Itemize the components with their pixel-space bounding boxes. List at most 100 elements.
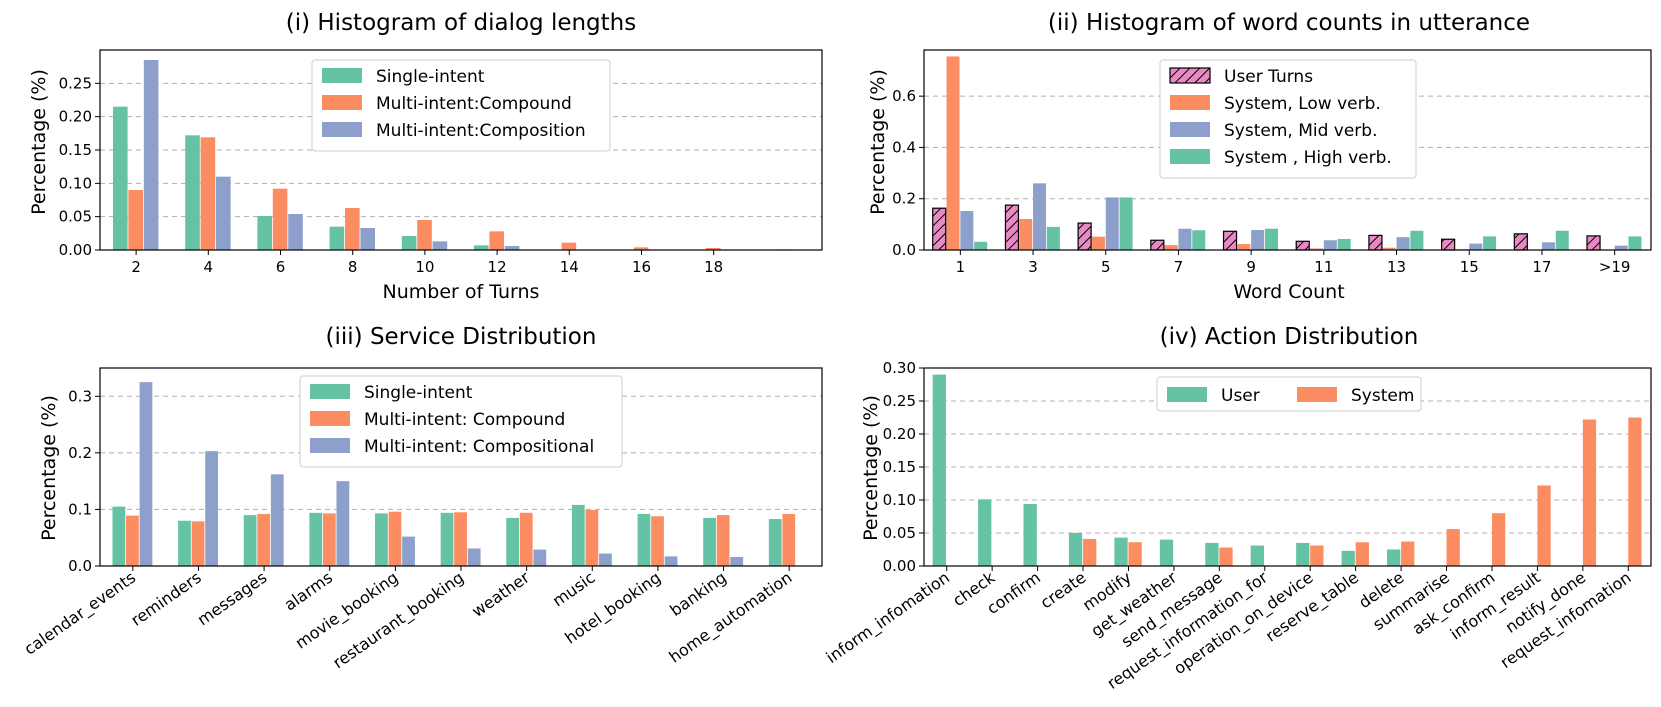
- legend-label-single-intent: Single-intent: [376, 67, 485, 87]
- bar-system-mid-verb-17: [1541, 242, 1555, 250]
- y-tick-label: 0.00: [59, 241, 92, 259]
- y-tick-label: 0.1: [68, 500, 92, 518]
- bar-multi-intent-compound-10: [417, 220, 432, 250]
- x-tick-label: music: [549, 568, 599, 611]
- x-tick-label: home_automation: [665, 568, 796, 668]
- y-tick-label: 0.05: [883, 524, 916, 542]
- y-axis-label: Percentage (%): [867, 69, 889, 215]
- bar-system-operation-on-device: [1310, 545, 1324, 566]
- x-tick-label: 12: [488, 258, 507, 276]
- legend-swatch-system-high-verb: [1170, 149, 1210, 164]
- x-tick-label: 17: [1532, 258, 1551, 276]
- bar-multi-intent-compound-restaurant-booking: [454, 512, 467, 566]
- legend-swatch-user: [1167, 387, 1207, 402]
- bar-hatch-user-turns-13: [1368, 234, 1383, 251]
- bar-multi-intent-compound-hotel-booking: [651, 516, 664, 566]
- bar-single-intent-hotel-booking: [637, 513, 651, 566]
- bar-multi-intent-compositional-messages: [270, 474, 284, 566]
- x-tick-label: 11: [1314, 258, 1333, 276]
- legend-frame: [299, 375, 623, 468]
- legend-swatch-system-low-verb: [1170, 95, 1210, 110]
- bar-system-high-verb-15: [1483, 236, 1497, 250]
- bar-hatch-user-turns-3: [1004, 204, 1020, 251]
- x-tick-label: 4: [204, 258, 214, 276]
- bar-single-intent-weather: [506, 517, 520, 566]
- x-tick-label: weather: [468, 567, 533, 620]
- bar-multi-intent-compound-8: [344, 208, 360, 250]
- y-axis-label: Percentage (%): [860, 395, 882, 541]
- legend-label-system-high-verb: System , High verb.: [1224, 148, 1392, 168]
- x-tick-label: inform_infomation: [823, 568, 954, 668]
- legend-swatch-multi-intent-compound: [322, 95, 362, 110]
- bar-multi-intent-compound-messages: [257, 513, 271, 566]
- bar-user-operation-on-device: [1296, 542, 1310, 566]
- y-tick-label: 0.30: [883, 359, 916, 377]
- bar-system-mid-verb-7: [1178, 228, 1192, 250]
- bar-user-inform-infomation: [932, 374, 946, 566]
- bar-user-check: [978, 499, 992, 566]
- bar-system-low-verb-13: [1382, 247, 1396, 250]
- y-tick-label: 0.10: [883, 491, 916, 509]
- panel-dialog-lengths: (i) Histogram of dialog lengths Percenta…: [28, 10, 823, 303]
- bar-hatch-user-turns-1: [932, 207, 947, 251]
- bar-system-low-verb-1: [946, 56, 960, 251]
- legend-frame: [1159, 59, 1417, 179]
- bar-system-high-verb-3: [1046, 226, 1060, 250]
- bar-multi-intent-compound-calendar-events: [126, 515, 139, 566]
- plot-frame: [923, 49, 1652, 251]
- bar-system-high-verb-1: [974, 241, 988, 250]
- legend-label-single-intent: Single-intent: [364, 383, 473, 403]
- bar-system-mid-verb-15: [1469, 243, 1483, 250]
- legend-swatch-system: [1297, 387, 1337, 402]
- bar-user-send-message: [1205, 542, 1219, 566]
- bar-multi-intent-composition-2: [143, 60, 159, 250]
- bar-system-low-verb-7: [1164, 245, 1178, 250]
- legend-swatch-system-mid-verb: [1170, 122, 1210, 137]
- legend-label-system-mid-verb: System, Mid verb.: [1224, 121, 1378, 141]
- x-tick-label: 7: [1174, 258, 1184, 276]
- bar-single-intent-alarms: [309, 512, 323, 566]
- bar-system-low-verb-5: [1091, 236, 1105, 250]
- bar-single-intent-movie-booking: [375, 513, 388, 566]
- plot-frame: [923, 367, 1652, 567]
- bar-system-reserve-table: [1355, 542, 1369, 566]
- bar-single-intent-calendar-events: [112, 506, 126, 566]
- bar-multi-intent-composition-10: [432, 241, 448, 250]
- bar-multi-intent-composition-6: [288, 214, 303, 250]
- y-tick-label: 0.3: [68, 387, 92, 405]
- chart-title: (iii) Service Distribution: [326, 324, 597, 350]
- bar-single-intent-2: [112, 106, 128, 251]
- bar-system-mid-verb-19: [1614, 245, 1628, 250]
- y-tick-label: 0.10: [59, 174, 92, 192]
- legend-label-multi-intent-compositional: Multi-intent: Compositional: [364, 437, 594, 457]
- bar-system-summarise: [1446, 529, 1460, 566]
- bar-single-intent-4: [185, 135, 200, 250]
- x-tick-label: 1: [956, 258, 966, 276]
- bar-system-mid-verb-13: [1396, 237, 1410, 250]
- legend-frame: [311, 59, 611, 152]
- bar-single-intent-home-automation: [768, 519, 782, 566]
- bar-multi-intent-composition-12: [504, 246, 520, 250]
- bar-system-high-verb-13: [1410, 230, 1424, 250]
- bar-multi-intent-compound-reminders: [191, 521, 205, 566]
- bar-single-intent-reminders: [178, 520, 191, 566]
- plot-area: 0.0 0.1 0.2 0.3 calendar_eventsremindersmess…: [21, 367, 823, 673]
- bar-multi-intent-compositional-reminders: [205, 451, 219, 566]
- bar-multi-intent-composition-8: [360, 228, 376, 250]
- chart-title: (i) Histogram of dialog lengths: [286, 10, 637, 36]
- panel-action-distribution: (iv) Action Distribution Percentage (%) …: [823, 324, 1652, 694]
- bar-multi-intent-compound-movie-booking: [388, 511, 402, 566]
- y-tick-label: 0.4: [892, 138, 916, 156]
- bar-system-notify-done: [1582, 419, 1597, 566]
- y-tick-label: 0.0: [68, 557, 92, 575]
- bar-hatch-user-turns-7: [1150, 239, 1165, 251]
- x-tick-label: 9: [1246, 258, 1256, 276]
- y-tick-label: 0.15: [883, 458, 916, 476]
- bar-multi-intent-compound-2: [128, 190, 144, 250]
- bar-multi-intent-compositional-music: [599, 553, 612, 566]
- bar-multi-intent-compound-banking: [716, 515, 730, 566]
- bar-system-mid-verb-5: [1105, 197, 1119, 250]
- legend: User System: [1156, 376, 1422, 412]
- x-tick-label: 18: [704, 258, 723, 276]
- x-tick-label: alarms: [281, 568, 336, 615]
